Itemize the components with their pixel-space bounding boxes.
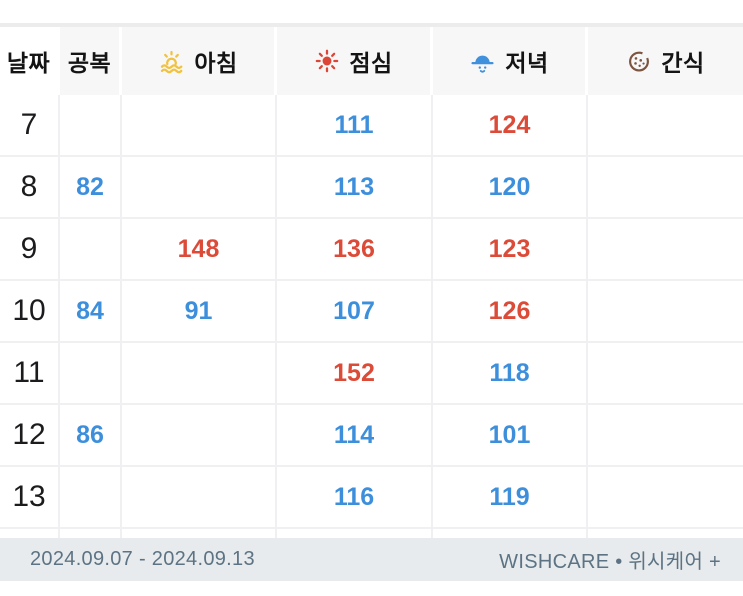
value-cell (122, 157, 277, 219)
footer-bar: 2024.09.07 - 2024.09.13 WISHCARE • 위시케어 … (0, 538, 743, 581)
table-row[interactable]: 8 82 113 120 (0, 157, 743, 219)
date-cell: 11 (0, 343, 60, 405)
value-cell (588, 95, 743, 157)
value-cell: 91 (122, 281, 277, 343)
value-cell (122, 95, 277, 157)
column-header-breakfast: 아침 (122, 27, 277, 95)
value-cell: 107 (277, 281, 433, 343)
table-row[interactable]: 9 148 136 123 (0, 219, 743, 281)
value-cell: 118 (433, 343, 588, 405)
table-row[interactable]: 13 116 119 (0, 467, 743, 529)
sun-icon (314, 48, 340, 74)
date-cell: 9 (0, 219, 60, 281)
column-header-fasting: 공복 (60, 27, 122, 95)
date-cell: 13 (0, 467, 60, 529)
table-body: 7 111 124 8 82 113 120 9 148 136 123 10 84 91 107 126 11… (0, 95, 743, 529)
value-cell: 123 (433, 219, 588, 281)
table-row[interactable]: 7 111 124 (0, 95, 743, 157)
value-cell: 136 (277, 219, 433, 281)
value-cell (588, 343, 743, 405)
date-range-label: 2024.09.07 - 2024.09.13 (30, 548, 255, 570)
value-cell: 120 (433, 157, 588, 219)
value-cell: 113 (277, 157, 433, 219)
value-cell (588, 219, 743, 281)
value-cell: 126 (433, 281, 588, 343)
value-cell (588, 467, 743, 529)
column-header-dinner: 저녁 (433, 27, 588, 95)
value-cell (588, 405, 743, 467)
table-top-divider (0, 23, 743, 27)
bottom-margin (0, 581, 743, 596)
date-cell: 10 (0, 281, 60, 343)
value-cell: 101 (433, 405, 588, 467)
column-label: 아침 (194, 50, 238, 76)
value-cell: 148 (122, 219, 277, 281)
column-label: 공복 (67, 50, 112, 76)
column-header-date: 날짜 (0, 27, 60, 95)
cookie-icon (626, 48, 652, 74)
value-cell (60, 219, 122, 281)
value-cell (60, 95, 122, 157)
column-label: 저녁 (505, 50, 549, 76)
column-label: 점심 (349, 50, 393, 76)
value-cell (122, 343, 277, 405)
value-cell (588, 281, 743, 343)
table-row[interactable]: 11 152 118 (0, 343, 743, 405)
top-margin (0, 0, 743, 23)
value-cell: 124 (433, 95, 588, 157)
table-header: 날짜 공복 아침 (0, 27, 743, 95)
value-cell: 152 (277, 343, 433, 405)
column-header-lunch: 점심 (277, 27, 433, 95)
column-header-snack: 간식 (588, 27, 743, 95)
value-cell: 82 (60, 157, 122, 219)
date-cell: 12 (0, 405, 60, 467)
table-row[interactable]: 12 86 114 101 (0, 405, 743, 467)
value-cell: 119 (433, 467, 588, 529)
brand-label: WISHCARE • 위시케어 + (499, 551, 721, 573)
value-cell (122, 405, 277, 467)
table-row[interactable]: 10 84 91 107 126 (0, 281, 743, 343)
value-cell: 111 (277, 95, 433, 157)
partial-next-row (0, 529, 743, 538)
value-cell (122, 467, 277, 529)
sunset-icon (469, 48, 496, 75)
date-cell: 7 (0, 95, 60, 157)
value-cell (60, 467, 122, 529)
value-cell (60, 343, 122, 405)
value-cell: 84 (60, 281, 122, 343)
value-cell (588, 157, 743, 219)
sunrise-icon (158, 48, 185, 75)
value-cell: 116 (277, 467, 433, 529)
column-label: 간식 (661, 50, 705, 76)
date-cell: 8 (0, 157, 60, 219)
value-cell: 86 (60, 405, 122, 467)
column-label: 날짜 (6, 50, 51, 76)
value-cell: 114 (277, 405, 433, 467)
